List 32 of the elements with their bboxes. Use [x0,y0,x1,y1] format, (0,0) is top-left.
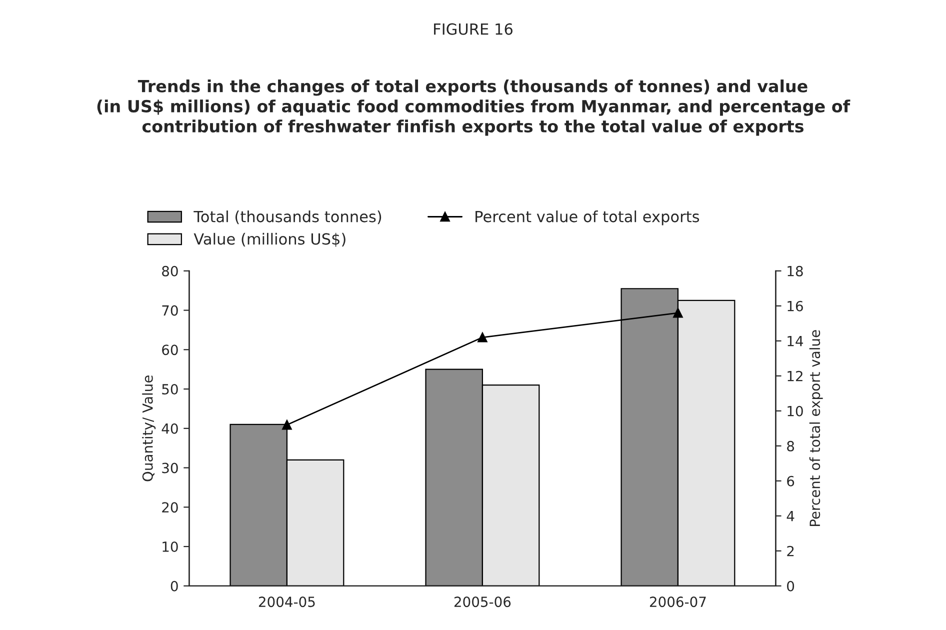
x-tick-label: 2006-07 [650,596,706,608]
legend-label: Percent value of total exports [476,210,700,226]
chart-subtitle: Trends in the changes of total exports (thousands of tonnes) and value (in US$ millions) of aquatic food commodities from Myanmar, and percentage of contribution of freshwater finfish exports to the total value of exports [97,80,850,136]
y-tick-label: 0 [170,580,178,592]
y-tick-label: 80 [162,266,178,276]
y-tick-label: 50 [162,384,178,394]
y2-tick-label: 0 [787,580,794,592]
y-tick-label: 30 [162,462,178,474]
y-tick-label: 70 [162,305,178,316]
y-tick-label: 10 [162,541,178,552]
y2-tick-label: 14 [788,336,804,346]
legend-label: Value (millions US$) [194,232,346,247]
y2-tick-label: 2 [787,546,794,556]
y-axis-title: Quantity/ Value [142,376,156,482]
y2-tick-label: 16 [788,300,803,312]
point [673,308,683,318]
y2-axis-title: Percent of total export value [809,330,823,526]
y2-tick-label: 12 [788,370,802,382]
y2-tick-label: 8 [787,440,794,452]
x-tick-label: 2004-05 [258,596,315,608]
y2-tick-label: 10 [788,406,803,416]
y-tick-label: 40 [162,423,178,434]
y-tick-label: 60 [162,344,178,356]
y-tick-label: 20 [162,502,178,513]
y2-tick-label: 4 [786,511,794,522]
point [478,332,488,342]
legend-label: Total (thousands tonnes) [194,210,382,224]
chart-title: FIGURE 16 [434,23,512,35]
y2-tick-label: 6 [787,476,794,486]
point [282,420,292,430]
y2-tick-label: 18 [788,266,803,276]
x-tick-label: 2005-06 [454,596,511,608]
